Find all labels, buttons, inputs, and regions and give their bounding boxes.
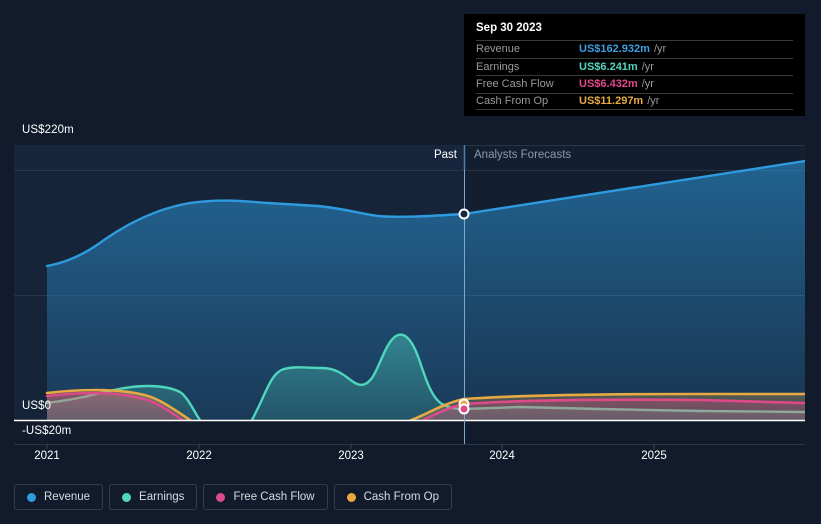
x-axis-tick-2022: 2022 xyxy=(186,450,212,462)
legend-label-cash-from-op: Cash From Op xyxy=(363,491,440,503)
legend-dot-cash-from-op-icon xyxy=(346,492,356,502)
data-tooltip: Sep 30 2023 Revenue US$162.932m /yr Earn… xyxy=(464,14,805,116)
x-tick-marks xyxy=(46,444,655,449)
y-axis-label-zero: US$0 xyxy=(22,400,52,412)
x-axis-tick-2025: 2025 xyxy=(641,450,667,462)
tooltip-key-free-cash-flow: Free Cash Flow xyxy=(476,78,554,91)
past-label: Past xyxy=(433,149,457,161)
tooltip-value-free-cash-flow: US$6.432m xyxy=(579,78,638,91)
tooltip-unit-earnings: /yr xyxy=(641,60,654,73)
tooltip-value-cash-from-op: US$11.297m xyxy=(579,95,644,108)
tooltip-unit-cash-from-op: /yr xyxy=(647,95,660,108)
y-axis-label-top: US$220m xyxy=(22,124,74,136)
series-free-cash-flow xyxy=(45,391,805,420)
chart-legend: Revenue Earnings Free Cash Flow Cash Fro… xyxy=(14,484,453,510)
legend-dot-earnings-icon xyxy=(122,492,132,502)
x-axis-tick-2023: 2023 xyxy=(338,450,364,462)
legend-label-free-cash-flow: Free Cash Flow xyxy=(233,491,315,503)
past-band xyxy=(14,145,464,170)
legend-label-earnings: Earnings xyxy=(139,491,185,503)
legend-label-revenue: Revenue xyxy=(44,491,91,503)
marker-free-cash-flow[interactable] xyxy=(458,403,470,415)
legend-item-revenue[interactable]: Revenue xyxy=(14,484,104,510)
tooltip-row-cash-from-op: Cash From Op US$11.297m /yr xyxy=(476,92,793,110)
legend-item-cash-from-op[interactable]: Cash From Op xyxy=(333,484,453,510)
marker-revenue[interactable] xyxy=(458,208,470,220)
tooltip-row-earnings: Earnings US$6.241m /yr xyxy=(476,57,793,76)
legend-dot-revenue-icon xyxy=(27,492,36,502)
y-axis-label-negative: -US$20m xyxy=(22,425,72,437)
tooltip-value-earnings: US$6.241m xyxy=(579,60,638,73)
tooltip-value-revenue: US$162.932m xyxy=(579,43,650,56)
tooltip-key-revenue: Revenue xyxy=(476,43,521,56)
legend-item-earnings[interactable]: Earnings xyxy=(109,484,198,510)
analysts-forecasts-label: Analysts Forecasts xyxy=(474,149,572,161)
tooltip-key-cash-from-op: Cash From Op xyxy=(476,95,549,108)
x-axis-tick-2021: 2021 xyxy=(34,450,60,462)
legend-item-free-cash-flow[interactable]: Free Cash Flow xyxy=(203,484,328,510)
tooltip-row-free-cash-flow: Free Cash Flow US$6.432m /yr xyxy=(476,75,793,93)
legend-dot-free-cash-flow-icon xyxy=(216,492,226,502)
tooltip-date: Sep 30 2023 xyxy=(476,22,542,34)
tooltip-unit-free-cash-flow: /yr xyxy=(641,78,654,91)
tooltip-row-revenue: Revenue US$162.932m /yr xyxy=(476,40,793,58)
x-axis-tick-2024: 2024 xyxy=(489,450,515,462)
tooltip-unit-revenue: /yr xyxy=(653,43,667,56)
tooltip-key-earnings: Earnings xyxy=(476,60,520,73)
series-revenue xyxy=(45,159,805,420)
